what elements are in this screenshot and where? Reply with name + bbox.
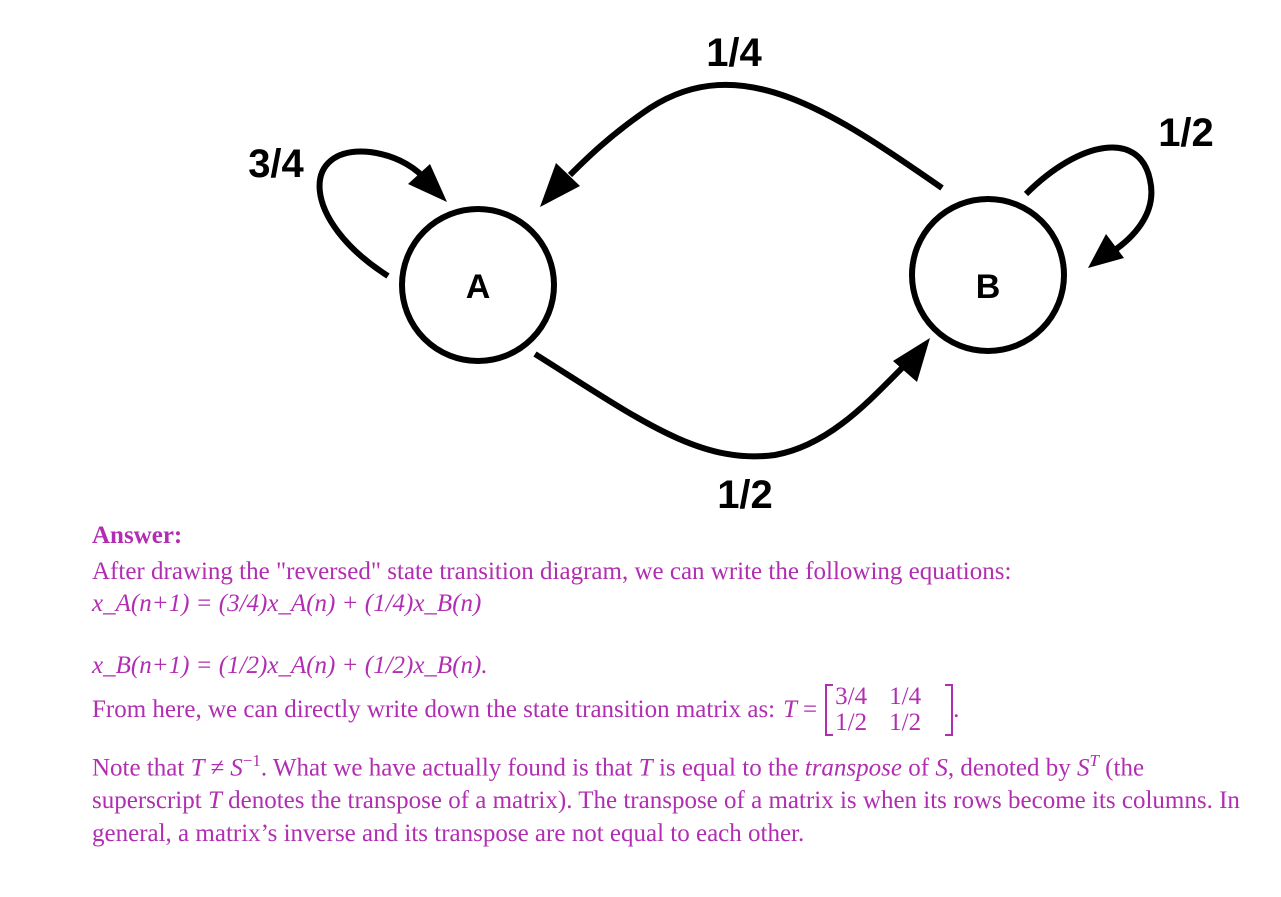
- edge-a-to-b-arrowhead: [893, 338, 930, 382]
- node-a-circle: [399, 206, 557, 364]
- matrix-cell: 3/4: [835, 683, 868, 710]
- edge-b-to-b: [1023, 144, 1155, 255]
- equals-sign: =: [803, 696, 818, 723]
- note-relation-sup: −1: [242, 751, 261, 770]
- equation-1: x_A(n+1) = (3/4)x_A(n) + (1/4)x_B(n): [92, 590, 482, 617]
- matrix-line: From here, we can directly write down th…: [92, 683, 960, 736]
- answer-section: Answer: After drawing the "reversed" sta…: [92, 520, 1242, 850]
- node-a-label: A: [466, 268, 491, 306]
- note-relation: T ≠ S: [190, 754, 243, 782]
- edge-b-to-b-label: 1/2: [1158, 111, 1214, 155]
- node-b-label: B: [976, 268, 1001, 306]
- equation-2: x_B(n+1) = (1/2)x_A(n) + (1/2)x_B(n).: [92, 652, 488, 679]
- transition-matrix: 3/4 1/4 1/2 1/2: [825, 684, 954, 736]
- note-paragraph: Note that T ≠ S−1. What we have actually…: [92, 751, 1240, 848]
- matrix-cell: 1/2: [835, 709, 868, 736]
- state-transition-diagram: A B 3/4 1/4 1/2 1/2: [248, 31, 1214, 517]
- edge-a-to-b: [533, 351, 908, 460]
- matrix-intro: From here, we can directly write down th…: [92, 696, 776, 723]
- transpose-word: transpose: [804, 754, 902, 782]
- matrix-row: 1/2 1/2: [835, 710, 943, 736]
- edge-b-to-a-arrowhead: [540, 163, 580, 207]
- edge-a-to-b-label: 1/2: [717, 473, 773, 517]
- edge-a-to-a-label: 3/4: [248, 142, 304, 186]
- matrix-cell: 1/4: [889, 683, 922, 710]
- matrix-cell: 1/2: [889, 709, 922, 736]
- edge-b-to-a: [567, 81, 944, 191]
- edge-b-to-b-arrowhead: [1088, 234, 1124, 268]
- matrix-name: T: [783, 696, 798, 723]
- answer-intro: After drawing the "reversed" state trans…: [92, 558, 1012, 585]
- node-b-circle: [909, 196, 1067, 354]
- edge-a-to-a: [316, 148, 431, 279]
- edge-a-to-a-arrowhead: [408, 164, 447, 202]
- matrix-row: 3/4 1/4: [835, 684, 943, 710]
- edge-b-to-a-label: 1/4: [706, 31, 762, 75]
- answer-heading: Answer:: [92, 522, 183, 549]
